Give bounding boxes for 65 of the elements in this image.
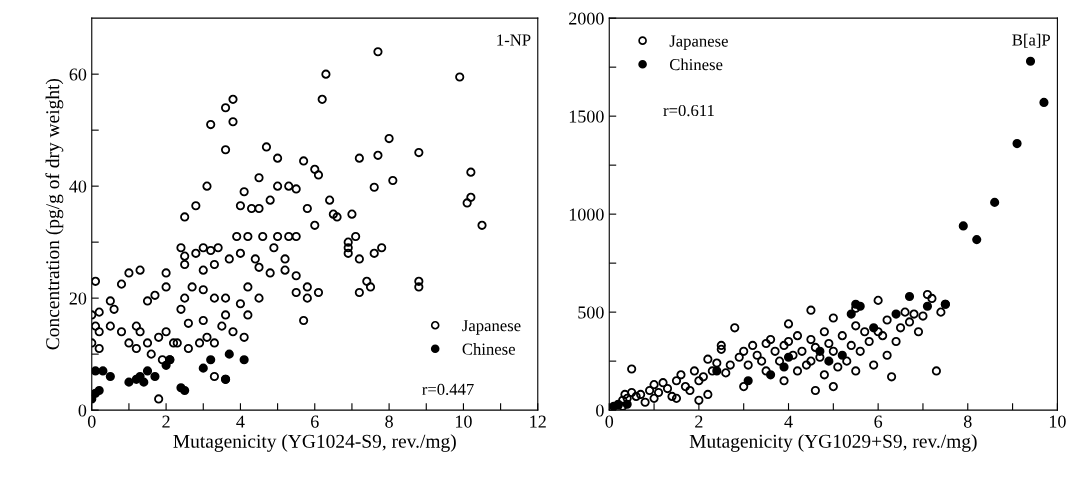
y-tick-label: 60	[69, 68, 87, 81]
point	[206, 355, 216, 365]
x-tick-label: 2	[162, 415, 170, 428]
point	[712, 366, 722, 376]
x-tick-label: 10	[1049, 415, 1066, 428]
point	[824, 356, 834, 366]
annotation: r=0.611	[663, 104, 714, 117]
point	[766, 370, 776, 380]
legend-label: Chinese	[669, 58, 723, 71]
point	[622, 399, 632, 409]
annotation: 1-NP	[497, 34, 531, 46]
x-tick-label: 10	[455, 415, 472, 428]
point	[1025, 56, 1036, 66]
point	[869, 323, 879, 333]
y-tick-label: 0	[78, 404, 87, 417]
x-tick-label: 8	[385, 415, 393, 428]
point	[779, 362, 789, 372]
point	[98, 366, 108, 376]
point	[837, 350, 847, 360]
point	[855, 301, 865, 311]
legend-label: Chinese	[462, 343, 515, 355]
annotation: B[a]P	[1012, 33, 1051, 48]
x-tick-label: 12	[530, 415, 546, 428]
y-tick-label: 500	[578, 306, 604, 319]
point	[142, 366, 153, 376]
x-axis-title: Mutagenicity (YG1029+S9, rev./mg)	[689, 434, 977, 452]
x-tick-label: 4	[784, 415, 793, 428]
point	[815, 346, 825, 356]
point	[1012, 139, 1022, 149]
point	[198, 363, 208, 373]
point	[958, 221, 968, 231]
point	[1039, 97, 1049, 108]
point	[124, 377, 134, 387]
point	[904, 291, 915, 302]
y-tick-label: 1000	[569, 208, 604, 221]
legend-label: Japanese	[669, 35, 728, 51]
point	[139, 377, 149, 387]
y-tick-label: 1500	[569, 110, 604, 123]
point	[783, 352, 794, 362]
x-tick-label: 6	[311, 415, 319, 428]
y-tick-label: 2000	[569, 12, 604, 25]
x-tick-label: 8	[963, 415, 972, 428]
x-tick-label: 0	[87, 415, 96, 428]
y-axis-title: Concentration (pg/g of dry weight)	[45, 78, 64, 350]
point	[105, 371, 115, 382]
x-tick-label: 4	[236, 415, 245, 428]
point	[180, 385, 190, 396]
point	[224, 349, 234, 359]
legend-label: Japanese	[462, 320, 521, 335]
x-tick-label: 6	[874, 415, 883, 428]
y-tick-label: 20	[69, 292, 87, 305]
y-tick-label: 0	[596, 404, 604, 417]
x-tick-label: 2	[695, 415, 703, 428]
x-tick-label: 0	[605, 415, 614, 428]
annotation: r=0.447	[422, 383, 474, 396]
point	[972, 235, 982, 245]
point	[150, 371, 160, 382]
point	[743, 376, 753, 386]
point	[922, 301, 933, 311]
x-axis-title: Mutagenicity (YG1024-S9, rev./mg)	[173, 434, 456, 452]
point	[239, 355, 249, 365]
point	[891, 309, 901, 319]
point	[846, 309, 856, 319]
y-tick-label: 40	[69, 180, 87, 193]
point	[990, 197, 1000, 207]
